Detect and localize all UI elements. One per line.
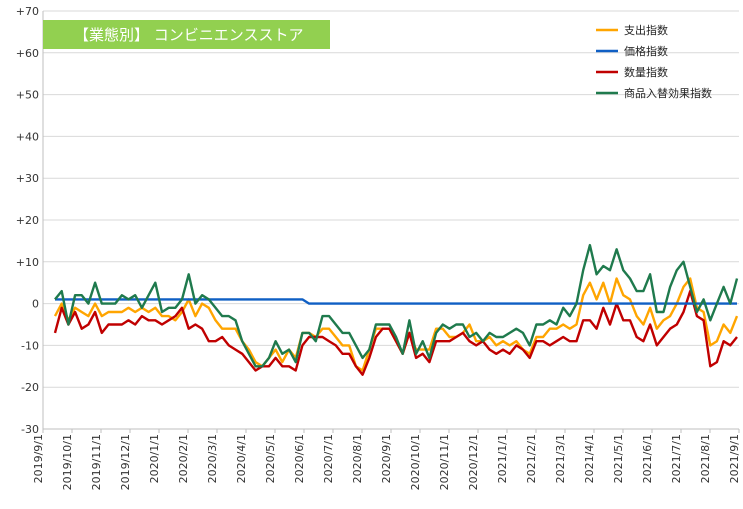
legend-label-3: 商品入替効果指数 [624, 86, 712, 100]
y-tick-label: +50 [16, 89, 39, 102]
y-tick-label: -20 [21, 381, 39, 394]
x-tick-label: 2021/5/1 [612, 434, 625, 483]
series-line-3 [54, 243, 739, 368]
y-tick-label: 0 [32, 298, 39, 311]
x-tick-label: 2019/12/1 [119, 434, 132, 490]
chart-title: 【業態別】 コンビニエンスストア [74, 26, 303, 44]
series-line-1 [55, 298, 737, 305]
x-tick-label: 2020/6/1 [293, 434, 306, 483]
x-tick-label: 2020/7/1 [322, 434, 335, 483]
x-tick-label: 2020/11/1 [438, 434, 451, 490]
series-lines [53, 243, 739, 376]
x-tick-labels: 2019/9/1 2019/10/1 2019/11/1 2019/12/1 2020/… [32, 429, 741, 490]
y-tick-label: -10 [21, 339, 39, 352]
x-tick-label: 2020/12/1 [467, 434, 480, 490]
y-tick-label: +60 [16, 47, 39, 60]
x-tick-label: 2020/4/1 [235, 434, 248, 483]
title-background [43, 20, 330, 49]
x-tick-label: 2020/8/1 [351, 434, 364, 483]
legend-label-2: 数量指数 [624, 65, 668, 79]
legend-label-0: 支出指数 [624, 23, 668, 37]
x-tick-label: 2019/11/1 [90, 434, 103, 490]
y-tick-label: +70 [16, 5, 39, 18]
x-tick-label: 2019/9/1 [32, 434, 45, 483]
x-tick-label: 2020/10/1 [409, 434, 422, 490]
x-tick-label: 2021/9/1 [728, 434, 741, 483]
y-tick-label: +30 [16, 172, 39, 185]
x-tick-label: 2021/2/1 [525, 434, 538, 483]
chart-title-box: 【業態別】 コンビニエンスストア [43, 20, 330, 49]
x-tick-label: 2020/3/1 [206, 434, 219, 483]
x-tick-label: 2020/9/1 [380, 434, 393, 483]
y-tick-label: +40 [16, 130, 39, 143]
x-tick-label: 2021/3/1 [554, 434, 567, 483]
x-tick-label: 2021/4/1 [583, 434, 596, 483]
x-tick-label: 2021/6/1 [641, 434, 654, 483]
legend-label-1: 価格指数 [624, 44, 668, 58]
grid [43, 10, 739, 430]
y-tick-label: +20 [16, 214, 39, 227]
x-tick-label: 2020/1/1 [148, 434, 161, 483]
series-line-2 [53, 289, 738, 376]
y-tick-labels: -30 -20 -10 0 +10 +20 +30 +40 +50 +60 +70 [16, 5, 39, 436]
x-tick-label: 2021/7/1 [670, 434, 683, 483]
x-tick-label: 2020/2/1 [177, 434, 190, 483]
x-tick-label: 2019/10/1 [61, 434, 74, 490]
x-tick-label: 2021/1/1 [496, 434, 509, 483]
y-tick-label: +10 [16, 256, 39, 269]
x-tick-label: 2021/8/1 [699, 434, 712, 483]
x-tick-label: 2020/5/1 [264, 434, 277, 483]
y-tick-label: -30 [21, 423, 39, 436]
